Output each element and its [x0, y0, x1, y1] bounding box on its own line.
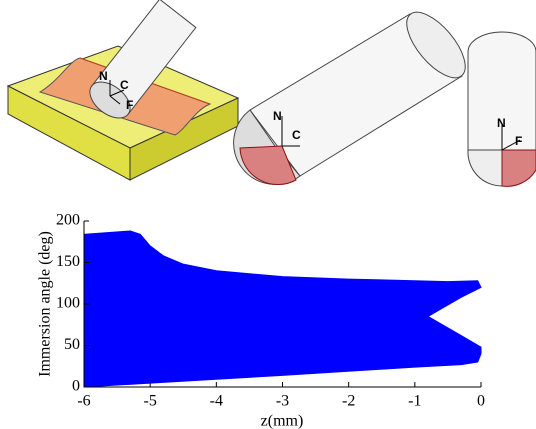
- x-tick-label: -3: [276, 393, 289, 410]
- x-tick-label: -6: [77, 393, 90, 410]
- area: [84, 231, 481, 387]
- illustration-label: C: [292, 128, 301, 142]
- y-tick-label: 50: [64, 336, 80, 353]
- illustration-tool-vertical: N F: [468, 32, 536, 186]
- y-tick-label: 100: [56, 295, 80, 312]
- x-tick-label: -1: [408, 393, 421, 410]
- illustration-label: F: [126, 98, 133, 112]
- illustration-label: F: [515, 134, 522, 148]
- illustration-label: N: [273, 109, 282, 123]
- x-tick-label: -5: [144, 393, 157, 410]
- illustration-label: N: [497, 116, 506, 130]
- y-tick-label: 150: [56, 253, 80, 270]
- figure: N C F N C N F z(mm) Immersion angle (deg…: [0, 0, 536, 429]
- x-axis-label: z(mm): [261, 413, 304, 429]
- y-tick-label: 200: [56, 212, 80, 229]
- illustration-tool-tilted: N C: [234, 3, 476, 185]
- illustration-block: N C F: [8, 0, 238, 180]
- illustration-label: C: [120, 78, 129, 92]
- illustration-label: N: [99, 69, 108, 83]
- x-tick-label: 0: [477, 393, 485, 410]
- x-tick-label: -2: [342, 393, 355, 410]
- y-axis-label: Immersion angle (deg): [37, 231, 54, 377]
- x-tick-label: -4: [210, 393, 223, 410]
